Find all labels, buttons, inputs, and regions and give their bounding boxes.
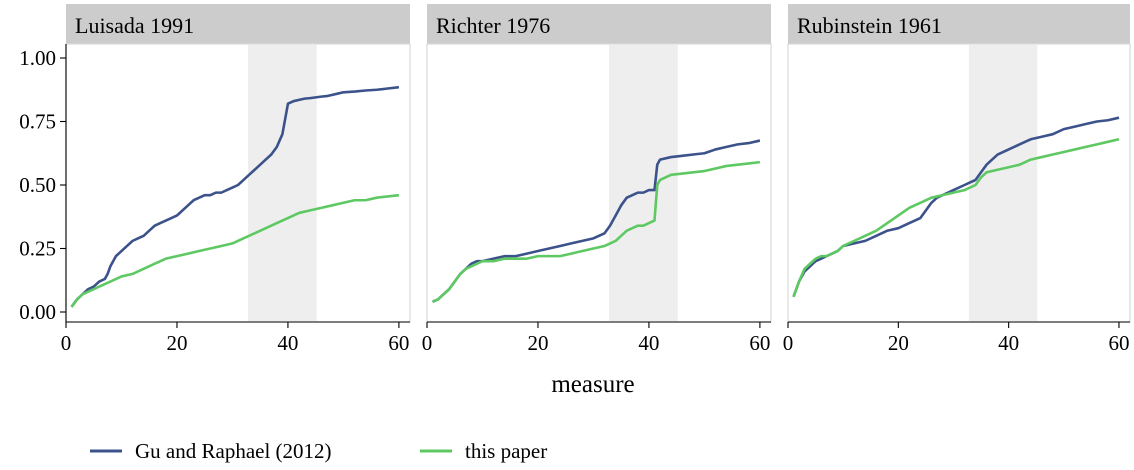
x-tick-label-60-richter-1976: 60 <box>749 331 770 355</box>
panel-frame-rubinstein-1961 <box>787 43 1131 323</box>
shaded-region-richter-1976 <box>608 45 678 321</box>
x-tick-label-0-luisada-1991: 0 <box>61 331 72 355</box>
x-tick-label-40-luisada-1991: 40 <box>277 331 298 355</box>
x-tick-label-40-rubinstein-1961: 40 <box>998 331 1019 355</box>
y-tick-label-0.00-luisada-1991: 0.00 <box>19 300 56 324</box>
x-tick-label-40-richter-1976: 40 <box>638 331 659 355</box>
panel-frame-luisada-1991 <box>65 43 411 323</box>
strip-luisada-1991 <box>66 4 410 44</box>
series-line-this-paper-luisada-1991 <box>70 193 400 308</box>
legend: Gu and Raphael (2012) this paper <box>90 439 547 463</box>
strip-rubinstein-1961 <box>788 4 1130 44</box>
series-line-gu-and-raphael-2012-luisada-1991 <box>70 85 400 308</box>
series-line-this-paper-richter-1976 <box>432 160 761 304</box>
panel-richter-1976: Richter 1976 0 20 40 60 <box>422 4 772 355</box>
x-tick-label-60-luisada-1991: 60 <box>388 331 409 355</box>
shaded-region-rubinstein-1961 <box>968 45 1038 321</box>
series-line-gu-and-raphael-2012-richter-1976 <box>432 139 761 304</box>
x-axis-title: measure <box>551 371 634 398</box>
x-tick-label-20-rubinstein-1961: 20 <box>888 331 909 355</box>
x-tick-label-60-rubinstein-1961: 60 <box>1108 331 1129 355</box>
strip-title-luisada-1991: Luisada 1991 <box>75 13 194 38</box>
y-tick-label-1.00-luisada-1991: 1.00 <box>19 46 56 70</box>
strip-title-richter-1976: Richter 1976 <box>436 13 550 38</box>
shaded-region-luisada-1991 <box>247 45 317 321</box>
panel-luisada-1991: Luisada 1991 0 20 40 60 0.00 0.25 0.50 0.75 1.00 <box>19 4 411 355</box>
panel-rubinstein-1961: Rubinstein 1961 0 20 40 60 <box>783 4 1131 355</box>
panel-frame-richter-1976 <box>426 43 772 323</box>
strip-richter-1976 <box>427 4 771 44</box>
x-tick-label-0-rubinstein-1961: 0 <box>783 331 794 355</box>
legend-label-gu-raphael: Gu and Raphael (2012) <box>135 439 332 463</box>
y-tick-label-0.50-luisada-1991: 0.50 <box>19 173 56 197</box>
x-tick-label-20-richter-1976: 20 <box>527 331 548 355</box>
series-line-this-paper-rubinstein-1961 <box>792 138 1120 298</box>
x-tick-label-20-luisada-1991: 20 <box>166 331 187 355</box>
y-tick-label-0.75-luisada-1991: 0.75 <box>19 110 56 134</box>
y-tick-label-0.25-luisada-1991: 0.25 <box>19 237 56 261</box>
legend-label-this-paper: this paper <box>465 439 547 463</box>
x-tick-label-0-richter-1976: 0 <box>422 331 433 355</box>
strip-title-rubinstein-1961: Rubinstein 1961 <box>797 13 942 38</box>
